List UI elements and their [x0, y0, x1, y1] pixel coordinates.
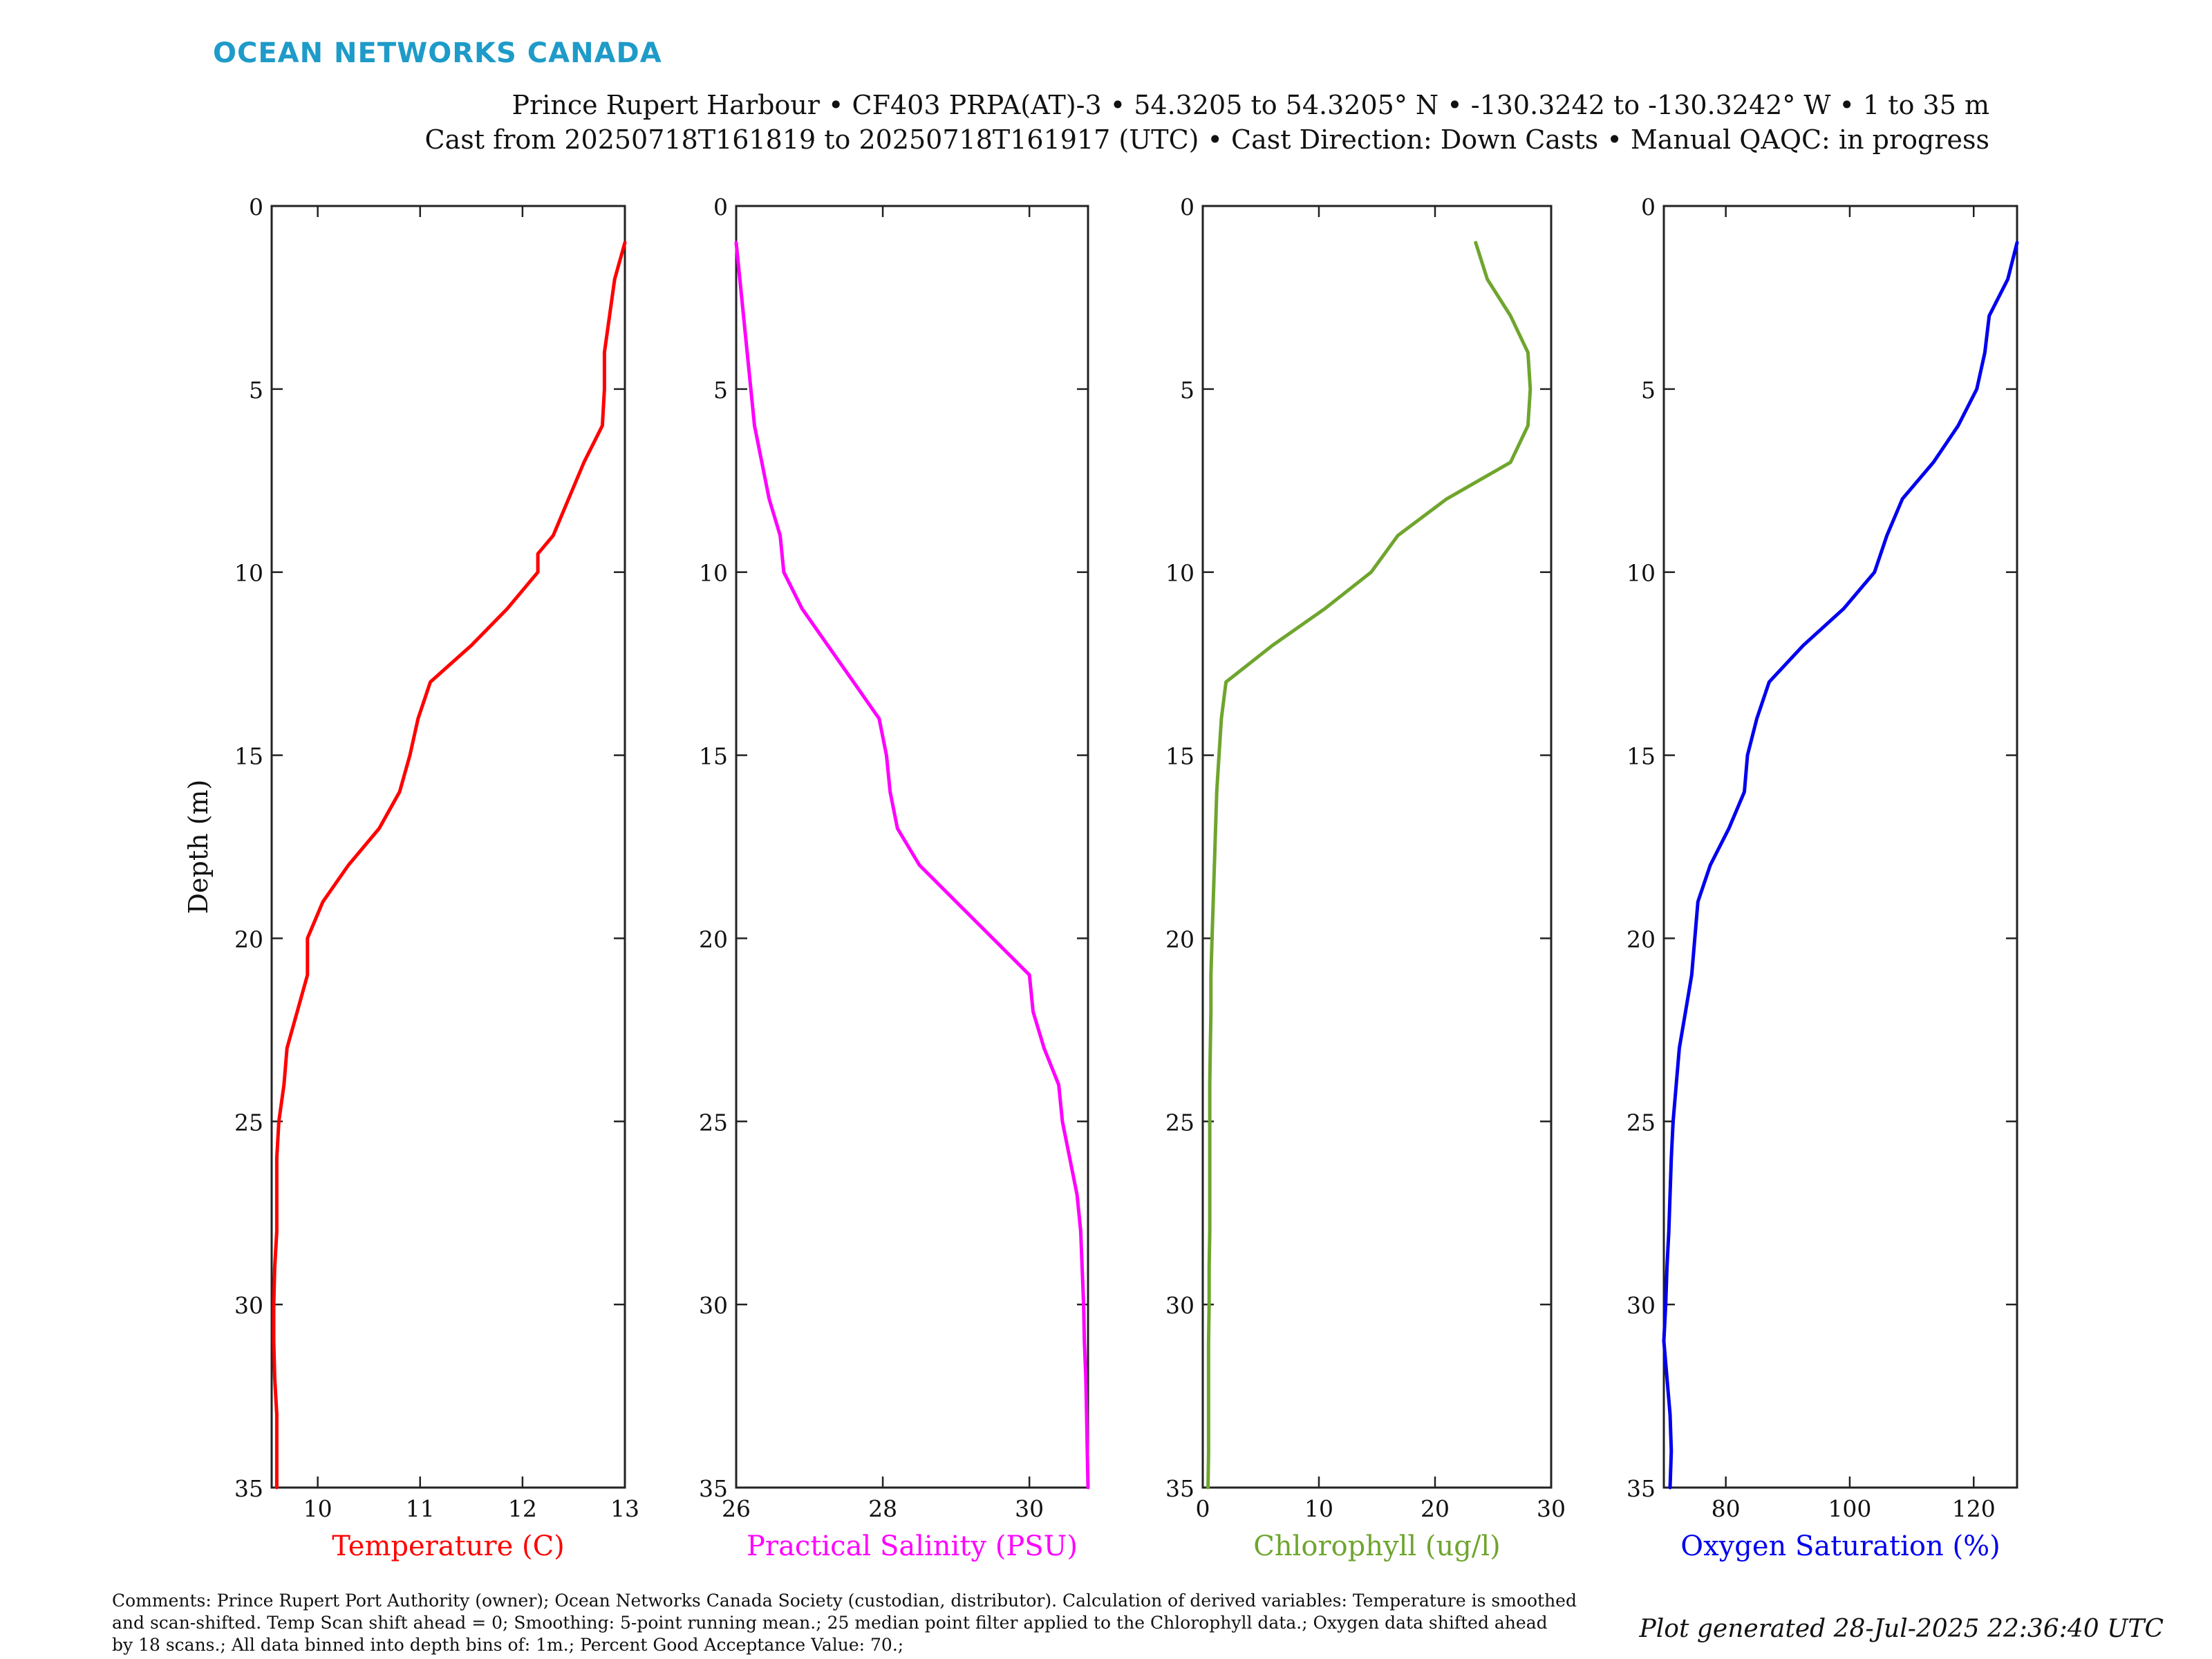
y-tick-label: 20: [1627, 926, 1656, 953]
axes-frame: [1662, 205, 2018, 1489]
x-tick-label: 100: [1828, 1495, 1871, 1522]
y-tick-label: 0: [249, 194, 263, 221]
y-tick-label: 20: [1165, 926, 1194, 953]
y-tick-label: 5: [249, 377, 263, 404]
y-tick-label: 10: [699, 560, 728, 587]
y-axis-label: Depth (m): [183, 780, 214, 915]
y-tick-label: 15: [699, 743, 728, 770]
y-tick-label: 30: [234, 1292, 263, 1319]
y-tick-label: 15: [1165, 743, 1194, 770]
y-tick-label: 30: [1165, 1292, 1194, 1319]
y-tick-label: 15: [234, 743, 263, 770]
profile-figure: 0 5 10 15 20 25 30 35 10 11 12 13 Temperature (C) Dep…: [183, 194, 2019, 1562]
y-tick-label: 30: [1627, 1292, 1656, 1319]
profile-line: [1662, 241, 2019, 1490]
y-tick-label: 20: [234, 926, 263, 953]
y-tick-label: 10: [1165, 560, 1194, 587]
x-tick-label: 10: [1304, 1495, 1333, 1522]
x-tick-label: 10: [303, 1495, 332, 1522]
profile-line: [272, 241, 627, 1490]
y-tick-label: 5: [1180, 377, 1194, 404]
y-tick-label: 30: [699, 1292, 728, 1319]
y-tick-label: 35: [234, 1475, 263, 1502]
y-tick-label: 20: [699, 926, 728, 953]
x-axis-label: Oxygen Saturation (%): [1680, 1530, 2000, 1562]
y-tick-label: 35: [1627, 1475, 1656, 1502]
x-tick-label: 30: [1537, 1495, 1566, 1522]
y-tick-label: 25: [234, 1109, 263, 1136]
y-tick-label: 5: [1641, 377, 1656, 404]
x-tick-label: 11: [406, 1495, 435, 1522]
y-tick-label: 10: [1627, 560, 1656, 587]
x-tick-label: 13: [610, 1495, 639, 1522]
comments-line: and scan-shifted. Temp Scan shift ahead …: [112, 1613, 1548, 1633]
x-tick-label: 20: [1421, 1495, 1450, 1522]
x-axis-label: Chlorophyll (ug/l): [1253, 1530, 1501, 1562]
y-tick-label: 15: [1627, 743, 1656, 770]
axes-frame: [735, 205, 1089, 1489]
comments-line: by 18 scans.; All data binned into depth…: [112, 1635, 904, 1655]
cast-location-title: Prince Rupert Harbour • CF403 PRPA(AT)-3…: [512, 90, 1989, 120]
y-tick-label: 25: [699, 1109, 728, 1136]
y-tick-label: 10: [234, 560, 263, 587]
axes-frame: [1201, 205, 1553, 1489]
x-tick-label: 28: [868, 1495, 897, 1522]
comments-block: Comments: Prince Rupert Port Authority (…: [112, 1590, 1633, 1656]
y-tick-label: 5: [713, 377, 728, 404]
x-axis-label: Practical Salinity (PSU): [747, 1530, 1078, 1562]
profile-line: [1206, 241, 1533, 1490]
profile-line: [734, 241, 1090, 1490]
y-tick-label: 35: [1165, 1475, 1194, 1502]
x-tick-label: 30: [1015, 1495, 1044, 1522]
comments-line: Comments: Prince Rupert Port Authority (…: [112, 1591, 1577, 1611]
y-tick-label: 25: [1165, 1109, 1194, 1136]
y-tick-label: 0: [1180, 194, 1194, 221]
y-tick-label: 35: [699, 1475, 728, 1502]
y-tick-label: 0: [1641, 194, 1656, 221]
brand-logo-text: OCEAN NETWORKS CANADA: [213, 37, 662, 69]
x-axis-label: Temperature (C): [332, 1530, 565, 1562]
x-tick-label: 12: [508, 1495, 537, 1522]
cast-time-subtitle: Cast from 20250718T161819 to 20250718T16…: [424, 124, 1989, 155]
axes-frame: [270, 205, 626, 1489]
x-tick-label: 120: [1952, 1495, 1996, 1522]
y-tick-label: 0: [713, 194, 728, 221]
x-tick-label: 26: [722, 1495, 751, 1522]
x-tick-label: 0: [1196, 1495, 1210, 1522]
plot-generated-timestamp: Plot generated 28-Jul-2025 22:36:40 UTC: [1639, 1615, 2164, 1643]
y-tick-label: 25: [1627, 1109, 1656, 1136]
x-tick-label: 80: [1712, 1495, 1741, 1522]
